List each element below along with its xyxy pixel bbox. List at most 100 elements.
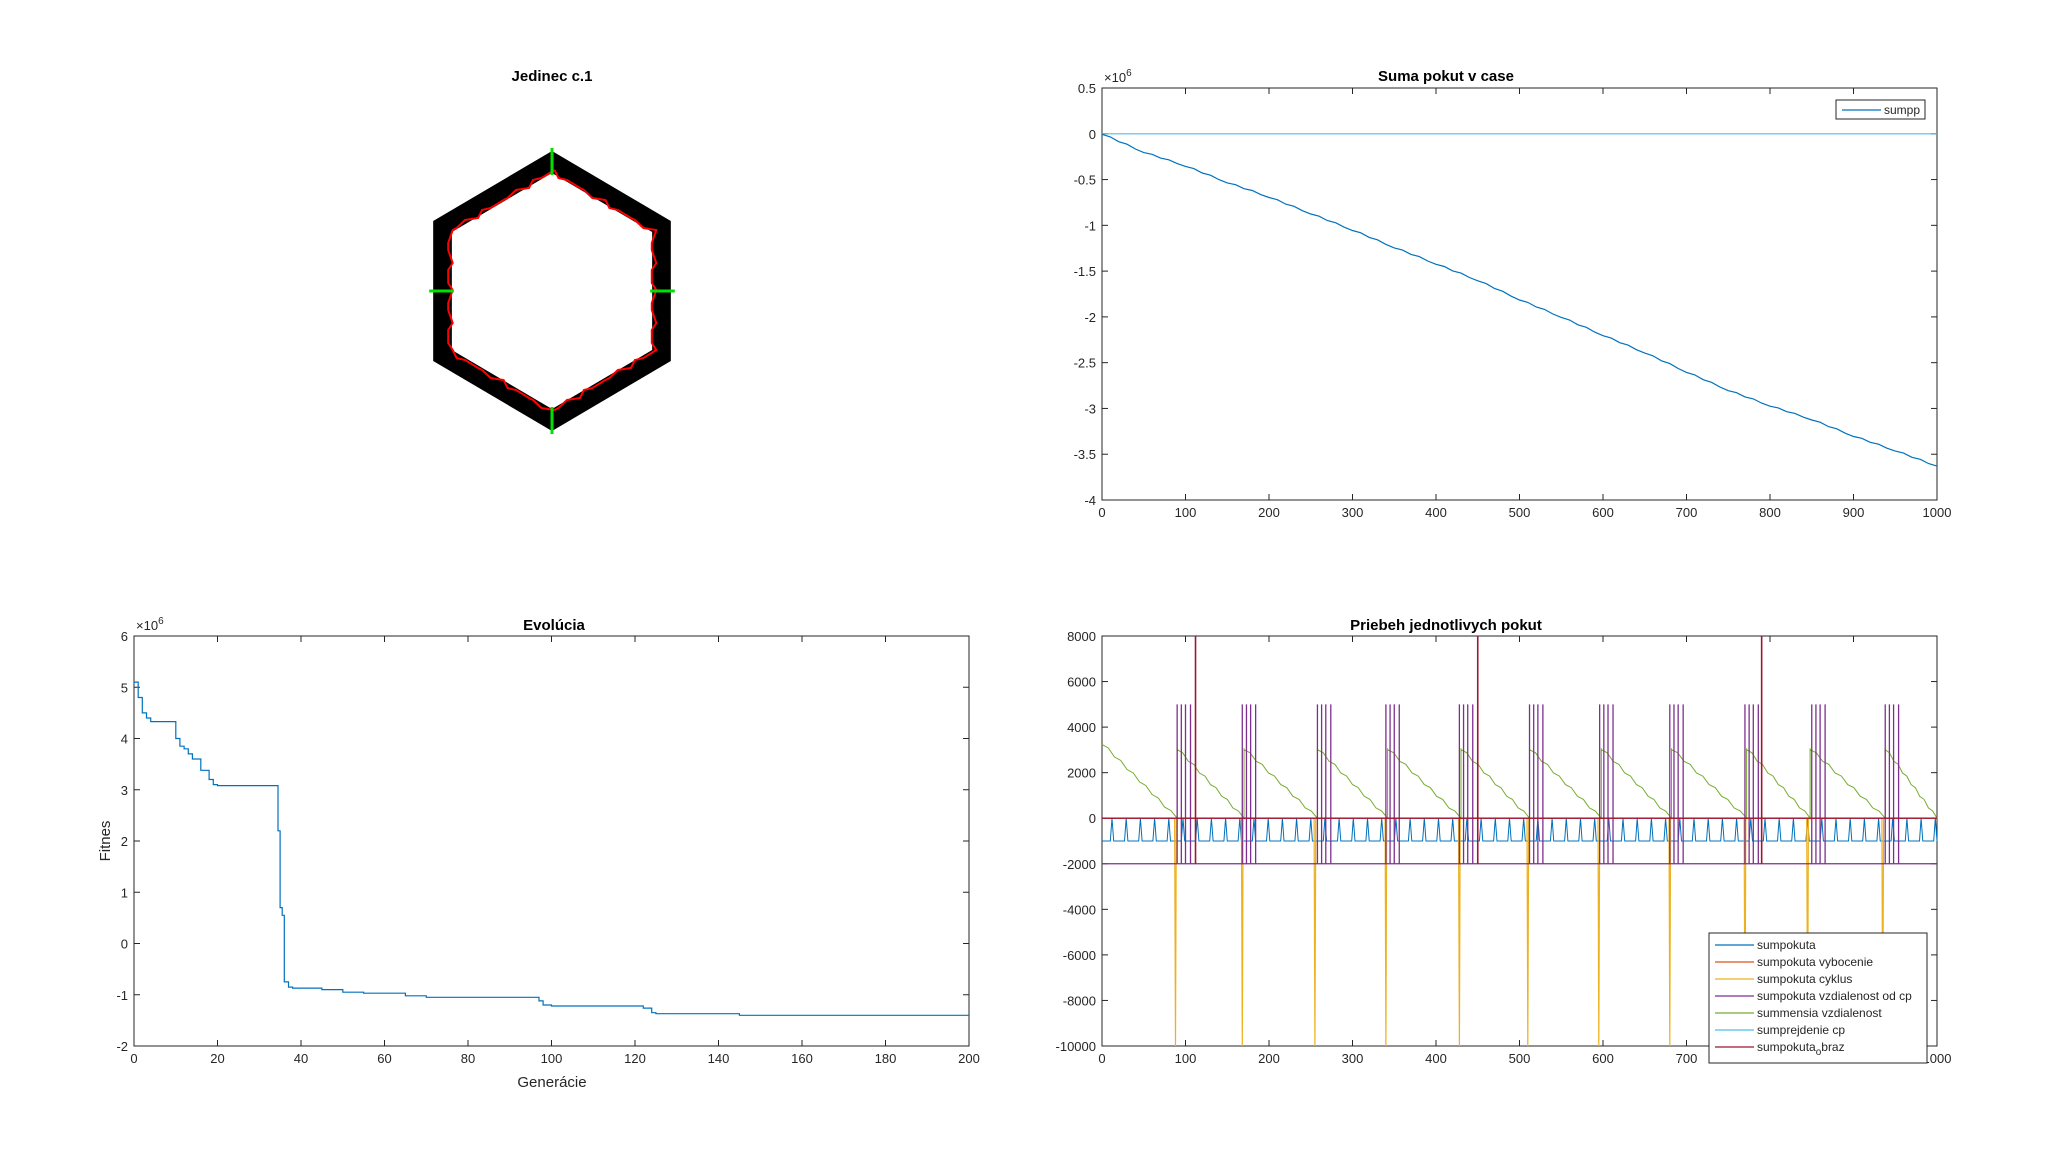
- sumpokuta-cyklus-dip: [1668, 818, 1672, 1047]
- p3-exponent-label: ×106: [136, 616, 164, 633]
- p2-xtick-label: 100: [1175, 505, 1197, 520]
- p3-ytick-label: -2: [116, 1039, 128, 1054]
- p2-exponent-label: ×106: [1104, 68, 1132, 85]
- panel4-axes: 0100200300400500600700800900100080006000…: [1056, 629, 1952, 1066]
- panel4-title: Priebeh jednotlivych pokut: [1350, 617, 1542, 634]
- p2-ytick-label: -0.5: [1074, 173, 1096, 188]
- red-path: [447, 169, 658, 412]
- p3-ytick-label: 2: [121, 834, 128, 849]
- p4-xtick-label: 700: [1676, 1051, 1698, 1066]
- p3-xtick-label: 60: [377, 1051, 391, 1066]
- p3-xtick-label: 140: [708, 1051, 730, 1066]
- p4-xtick-label: 0: [1098, 1051, 1105, 1066]
- p4-xtick-label: 500: [1509, 1051, 1531, 1066]
- p4-legend-label: sumpokuta vybocenie: [1757, 955, 1873, 969]
- p3-ytick-label: 5: [121, 680, 128, 695]
- p3-xtick-label: 120: [624, 1051, 646, 1066]
- p2-ytick-label: -4: [1084, 493, 1096, 508]
- p4-xtick-label: 200: [1258, 1051, 1280, 1066]
- p4-xtick-label: 400: [1425, 1051, 1447, 1066]
- p4-legend-label: sumpokuta: [1757, 938, 1816, 952]
- p2-xtick-label: 300: [1342, 505, 1364, 520]
- p4-ytick-label: -2000: [1063, 857, 1096, 872]
- p3-ytick-label: -1: [116, 988, 128, 1003]
- p2-xtick-label: 900: [1843, 505, 1865, 520]
- p3-ytick-label: 4: [121, 732, 128, 747]
- p3-xtick-label: 100: [541, 1051, 563, 1066]
- p2-legend-label: sumpp: [1884, 103, 1920, 117]
- p3-ytick-label: 6: [121, 629, 128, 644]
- p4-legend-label: sumpokuta vzdialenost od cp: [1757, 989, 1912, 1003]
- sumpokuta-cyklus-dip: [1240, 818, 1244, 1047]
- panel3-title: Evolúcia: [523, 617, 585, 634]
- p4-legend-label: sumprejdenie cp: [1757, 1023, 1845, 1037]
- p2-ytick-label: -1.5: [1074, 264, 1096, 279]
- p2-xtick-label: 800: [1759, 505, 1781, 520]
- p4-ytick-label: -6000: [1063, 948, 1096, 963]
- p4-ytick-label: 8000: [1067, 629, 1096, 644]
- p3-xtick-label: 20: [210, 1051, 224, 1066]
- p3-xtick-label: 40: [294, 1051, 308, 1066]
- p3-ytick-label: 0: [121, 937, 128, 952]
- p2-ytick-label: 0.5: [1078, 81, 1096, 96]
- sumpokuta-cyklus-dip: [1173, 818, 1177, 1047]
- p4-ytick-label: 0: [1089, 811, 1096, 826]
- p3-xtick-label: 200: [958, 1051, 980, 1066]
- p4-legend-box: [1708, 932, 1928, 1064]
- panel2-axes: 0 100 200 300 400 500 600 700 800 900 1000 0.5 0 -0.5…: [1074, 68, 1952, 520]
- p4-xtick-label: 1000: [1923, 1051, 1952, 1066]
- p2-ytick-label: -3: [1084, 401, 1096, 416]
- p3-ytick-label: 1: [121, 885, 128, 900]
- sumpokuta-cyklus-dip: [1313, 818, 1317, 1047]
- p4-ytick-label: -4000: [1063, 902, 1096, 917]
- fitness-series: [134, 681, 969, 1016]
- p2-xtick-label: 200: [1258, 505, 1280, 520]
- p2-xtick-label: 500: [1509, 505, 1531, 520]
- p3-xlabel: Generácie: [517, 1074, 586, 1091]
- p4-ytick-label: 4000: [1067, 720, 1096, 735]
- sumpokuta-cyklus-dip: [1597, 818, 1601, 1047]
- p4-ytick-label: 6000: [1067, 675, 1096, 690]
- p4-ytick-label: 2000: [1067, 766, 1096, 781]
- sumpokuta-series: [1102, 818, 1938, 842]
- p2-xtick-label: 0: [1098, 505, 1105, 520]
- hexagon-ring: [433, 151, 671, 431]
- p2-ytick-label: 0: [1089, 127, 1096, 142]
- p4-legend-label: sumpokuta cyklus: [1757, 972, 1852, 986]
- sumpokuta-cyklus-dip: [1526, 818, 1530, 1047]
- p4-xtick-label: 600: [1592, 1051, 1614, 1066]
- p4-legend-rest: braz: [1821, 1040, 1844, 1054]
- p2-xtick-label: 600: [1592, 505, 1614, 520]
- p2-exponent-value: 6: [1126, 68, 1132, 79]
- p3-exponent-value: 6: [158, 616, 164, 627]
- p2-ytick-label: -2: [1084, 310, 1096, 325]
- p4-xtick-label: 100: [1175, 1051, 1197, 1066]
- p3-xtick-label: 180: [875, 1051, 897, 1066]
- p3-xtick-label: 160: [791, 1051, 813, 1066]
- p2-xtick-label: 1000: [1923, 505, 1952, 520]
- p4-ytick-label: -8000: [1063, 993, 1096, 1008]
- panel2-title: Suma pokut v case: [1378, 68, 1514, 85]
- p2-ytick-label: -1: [1084, 218, 1096, 233]
- p3-ytick-label: 3: [121, 783, 128, 798]
- p2-ytick-label: -3.5: [1074, 447, 1096, 462]
- p3-xtick-label: 80: [461, 1051, 475, 1066]
- p4-legend-label: sumpokutaobraz: [1757, 1040, 1845, 1058]
- panel1-title: Jedinec c.1: [512, 68, 593, 85]
- p3-axes-box: [133, 635, 970, 1047]
- p4-ytick-label: -10000: [1056, 1039, 1096, 1054]
- p4-legend-label: summensia vzdialenost: [1757, 1006, 1882, 1020]
- panel3-axes: 0 20 40 60 80 100 120 140 160 180 200 6 5 4 3 2 1 0 -1 -2 ×1…: [97, 616, 980, 1091]
- sumpokuta-cyklus-dip: [1457, 818, 1461, 1047]
- p2-ytick-label: -2.5: [1074, 356, 1096, 371]
- p3-xtick-label: 0: [130, 1051, 137, 1066]
- p4-legend-subscript: o: [1816, 1047, 1822, 1058]
- p2-xtick-label: 700: [1676, 505, 1698, 520]
- sumpokuta-cyklus-dip: [1384, 818, 1388, 1047]
- p2-axes-box: [1101, 87, 1938, 501]
- hexagon-image: [429, 148, 675, 434]
- p3-ylabel: Fitnes: [97, 821, 114, 862]
- p4-xtick-label: 300: [1342, 1051, 1364, 1066]
- p2-xtick-label: 400: [1425, 505, 1447, 520]
